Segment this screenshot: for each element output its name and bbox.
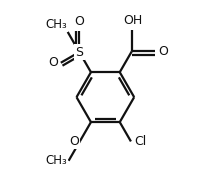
Text: Cl: Cl [134, 135, 147, 148]
Text: OH: OH [123, 14, 142, 27]
Text: O: O [69, 135, 79, 148]
Text: O: O [74, 14, 84, 28]
Text: O: O [48, 56, 58, 69]
Text: O: O [158, 45, 168, 58]
Text: CH₃: CH₃ [45, 154, 67, 167]
Text: CH₃: CH₃ [45, 18, 67, 31]
Text: S: S [75, 46, 83, 58]
